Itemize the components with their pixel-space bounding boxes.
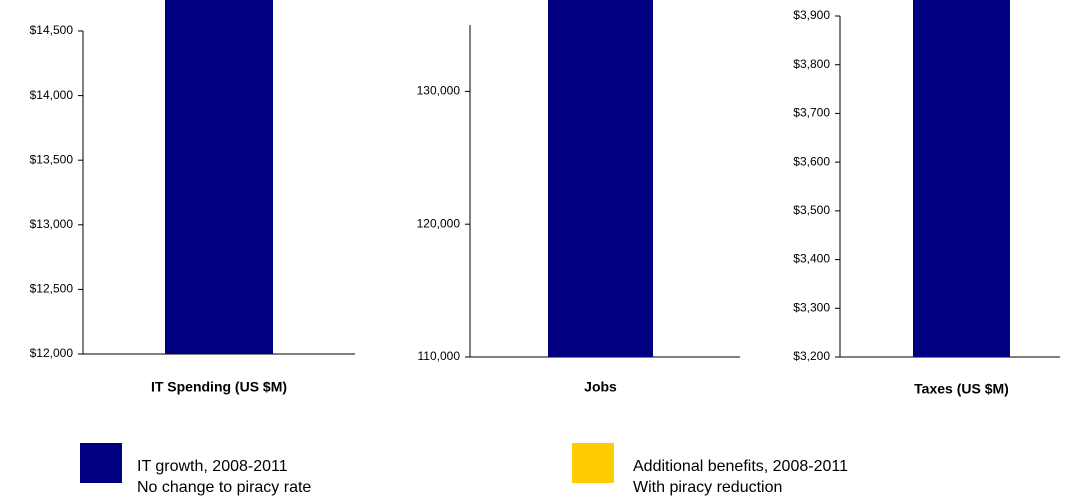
y-tick-label: $3,800 [793, 57, 830, 71]
legend-sublabel: No change to piracy rate [137, 479, 311, 496]
y-tick-label: $13,500 [30, 152, 74, 166]
bar-segment [913, 0, 1010, 357]
x-axis-label: Jobs [584, 379, 617, 395]
y-tick-label: 130,000 [417, 84, 461, 98]
y-tick-label: $3,500 [793, 203, 830, 217]
y-tick-label: $3,200 [793, 349, 830, 363]
legend-label: IT growth, 2008-2011 [137, 458, 288, 475]
y-tick-label: $3,700 [793, 106, 830, 120]
y-tick-label: $12,500 [30, 282, 74, 296]
y-tick-label: $12,000 [30, 346, 74, 360]
legend-label: Additional benefits, 2008-2011 [633, 458, 848, 475]
x-axis-label: IT Spending (US $M) [151, 379, 287, 395]
y-tick-label: $3,400 [793, 252, 830, 266]
y-tick-label: $3,900 [793, 8, 830, 22]
y-tick-label: $13,000 [30, 217, 74, 231]
bar-segment [165, 0, 273, 354]
y-tick-label: 110,000 [418, 349, 461, 363]
y-tick-label: $3,300 [793, 300, 830, 314]
y-tick-label: $14,000 [30, 88, 74, 102]
y-tick-label: $3,600 [793, 154, 830, 168]
x-axis-label: Taxes (US $M) [914, 381, 1009, 397]
y-tick-label: $14,500 [30, 23, 74, 37]
legend-swatch [80, 443, 122, 483]
legend-swatch [572, 443, 614, 483]
y-tick-label: 120,000 [417, 216, 461, 230]
bar-segment [548, 0, 653, 357]
legend-sublabel: With piracy reduction [633, 479, 782, 496]
